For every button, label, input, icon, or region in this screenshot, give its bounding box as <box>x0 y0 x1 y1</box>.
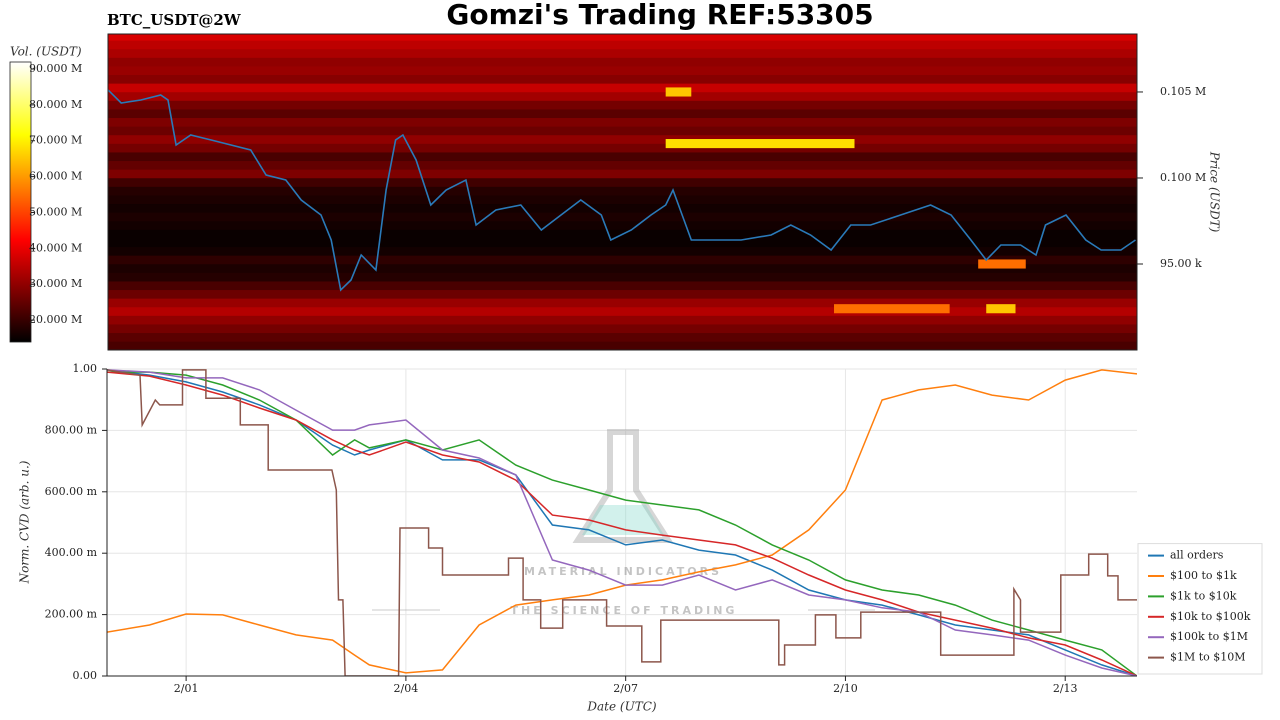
heatmap-row <box>108 126 1137 136</box>
series-lines <box>107 369 1137 676</box>
legend-label: $100k to $1M <box>1170 630 1248 643</box>
heatmap-row <box>108 83 1137 93</box>
heatmap-row <box>108 40 1137 50</box>
heatmap-row <box>108 306 1137 316</box>
x-axis-label: Date (UTC) <box>586 700 656 714</box>
y-tick-label: 0.105 M <box>1160 85 1206 98</box>
colorbar-tick-label: 20.000 M <box>29 313 82 326</box>
heatmap-row <box>108 65 1137 76</box>
heatmap-row <box>108 212 1137 222</box>
heatmap-panel: 95.00 k 0.100 M 0.105 M Price (USDT) Gomzi's… <box>9 0 1222 351</box>
colorbar-tick-label: 40.000 M <box>29 241 82 254</box>
heatmap-row <box>108 280 1137 291</box>
cvd-line <box>107 371 1137 676</box>
legend-label: $1M to $10M <box>1170 651 1246 664</box>
heatmap-row <box>108 289 1137 299</box>
heatmap-block <box>665 139 855 149</box>
legend-label: $1k to $10k <box>1170 589 1237 602</box>
heatmap-row <box>108 169 1137 179</box>
heatmap-row <box>108 272 1137 282</box>
chart-subtitle: BTC_USDT@2W <box>107 11 242 29</box>
heatmap-row <box>108 57 1137 67</box>
y-tick-label: 0.00 <box>73 669 98 682</box>
heatmap-row <box>108 100 1137 110</box>
colorbar-tick-label: 60.000 M <box>29 170 82 183</box>
heatmap-row <box>108 220 1137 230</box>
watermark-flask-fill <box>582 505 664 535</box>
heatmap-block <box>665 87 692 97</box>
y-tick-label: 400.00 m <box>45 546 98 559</box>
heatmap-row <box>108 246 1137 256</box>
heatmap-row <box>108 315 1137 325</box>
cvd-line <box>107 369 1137 676</box>
heatmap-row <box>108 298 1137 308</box>
y-tick-label: 0.100 M <box>1160 171 1206 184</box>
colorbar-tick-label: 30.000 M <box>29 277 82 290</box>
cvd-line <box>107 369 1137 674</box>
colorbar-label: Vol. (USDT) <box>10 45 82 59</box>
cvd-panel: 0.00 200.00 m 400.00 m 600.00 m 800.00 m 1.00… <box>18 362 1263 714</box>
heatmap-row <box>108 143 1137 153</box>
x-tick-label: 2/10 <box>833 682 858 695</box>
cvd-line <box>107 369 1137 676</box>
watermark-subtitle: THE SCIENCE OF TRADING <box>511 604 738 617</box>
heatmap-cells <box>108 34 1137 350</box>
heatmap-row <box>108 186 1137 196</box>
heatmap-row <box>108 34 1137 41</box>
y-tick-label: 95.00 k <box>1160 257 1202 270</box>
y-axis-label: Norm. CVD (arb. u.) <box>18 460 32 584</box>
heatmap-row <box>108 117 1137 127</box>
legend-box <box>1137 543 1263 675</box>
y-tick-label: 800.00 m <box>45 423 98 436</box>
x-tick-label: 2/04 <box>394 682 419 695</box>
heatmap-row <box>108 74 1137 84</box>
heatmap-row <box>108 203 1137 213</box>
price-line <box>108 89 1136 292</box>
watermark-title: MATERIAL INDICATORS <box>524 565 722 578</box>
y-axis-label: Price (USDT) <box>1208 151 1222 233</box>
colorbar-tick-label: 80.000 M <box>29 98 82 111</box>
heatmap-row <box>108 160 1137 170</box>
colorbar <box>9 61 32 343</box>
heatmap-block <box>978 259 1026 269</box>
watermark: MATERIAL INDICATORS THE SCIENCE OF TRADIN… <box>372 429 875 617</box>
heatmap-row <box>108 194 1137 205</box>
x-tick-label: 2/01 <box>174 682 199 695</box>
heatmap-row <box>108 108 1137 119</box>
heatmap-block <box>834 304 950 314</box>
heatmap-row <box>108 151 1137 162</box>
y-tick-label: 1.00 <box>73 362 98 375</box>
heatmap-row <box>108 134 1137 144</box>
heatmap-row <box>108 341 1137 350</box>
y-tick-label: 600.00 m <box>45 485 98 498</box>
heatmap-row <box>108 48 1137 58</box>
heatmap-row <box>108 263 1137 273</box>
heatmap-row <box>108 237 1137 248</box>
heatmap-row <box>108 323 1137 334</box>
colorbar-tick-label: 90.000 M <box>29 62 82 75</box>
y-tick-label: 200.00 m <box>45 608 98 621</box>
x-tick-label: 2/07 <box>613 682 638 695</box>
legend-label: all orders <box>1170 549 1224 562</box>
heatmap-block <box>986 304 1016 314</box>
x-tick-label: 2/13 <box>1053 682 1078 695</box>
heatmap-row <box>108 332 1137 342</box>
legend-label: $100 to $1k <box>1170 569 1237 582</box>
watermark-flask <box>572 429 674 543</box>
price-line-group <box>108 89 1136 292</box>
chart-title: Gomzi's Trading REF:53305 <box>446 0 873 31</box>
colorbar-tick-label: 70.000 M <box>29 134 82 147</box>
heatmap-row <box>108 177 1137 187</box>
colorbar-tick-label: 50.000 M <box>29 205 82 218</box>
heatmap-row <box>108 91 1137 101</box>
legend-label: $10k to $100k <box>1170 610 1251 623</box>
heatmap-row <box>108 255 1137 265</box>
cvd-line <box>107 371 1137 676</box>
